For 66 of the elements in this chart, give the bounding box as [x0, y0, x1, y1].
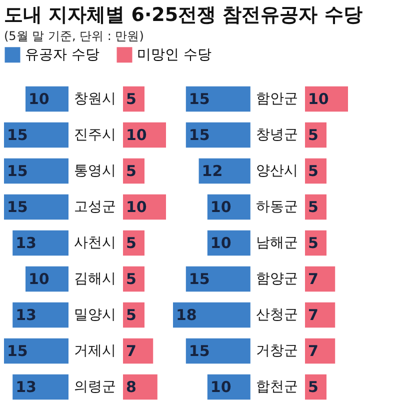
data-label: 10 — [308, 90, 329, 108]
data-label: 15 — [7, 126, 28, 144]
bar — [186, 122, 250, 148]
text: (5월 말 기준, 단위 : 만원) — [4, 29, 144, 43]
y-tick-label: 의령군 — [74, 379, 116, 395]
data-label: 18 — [176, 306, 197, 324]
data-label: 15 — [7, 198, 28, 216]
data-label: 7 — [126, 342, 136, 360]
data-label: 5 — [126, 270, 136, 288]
data-label: 15 — [188, 126, 210, 144]
data-label: 13 — [16, 234, 36, 252]
y-tick-label: 합천군 — [256, 379, 298, 395]
data-label: 5 — [126, 90, 136, 108]
y-tick-label: 진주시 — [74, 127, 116, 143]
bar — [173, 302, 250, 328]
data-label: 10 — [210, 378, 232, 396]
bar — [186, 86, 250, 112]
y-tick-label: 창원시 — [74, 91, 116, 107]
data-label: 5 — [308, 234, 318, 252]
data-label: 10 — [28, 90, 50, 108]
data-label: 10 — [210, 234, 232, 252]
data-label: 10 — [210, 198, 232, 216]
data-label: 15 — [7, 162, 28, 180]
data-label: 5 — [308, 198, 318, 216]
data-label: 15 — [7, 342, 28, 360]
data-label: 5 — [126, 306, 136, 324]
data-label: 15 — [188, 270, 210, 288]
data-label: 8 — [126, 378, 136, 396]
data-label: 7 — [308, 270, 318, 288]
data-label: 13 — [16, 306, 36, 324]
y-tick-label: 고성군 — [74, 199, 116, 215]
y-tick-label: 거제시 — [74, 343, 116, 359]
data-label: 5 — [308, 162, 318, 180]
y-tick-label: 하동군 — [256, 199, 298, 215]
y-tick-label: 통영시 — [74, 163, 116, 179]
bar — [198, 158, 250, 184]
data-label: 5 — [308, 378, 318, 396]
y-tick-label: 거창군 — [256, 343, 298, 359]
data-label: 7 — [308, 306, 318, 324]
data-label: 5 — [308, 126, 318, 144]
data-label: 10 — [126, 198, 147, 216]
bar — [123, 374, 158, 400]
y-tick-label: 함안군 — [256, 91, 298, 107]
bar — [186, 266, 250, 292]
legend-label: 미망인 수당 — [137, 46, 212, 63]
y-tick-label: 김해시 — [74, 271, 116, 287]
text: 도내 지자체별 6·25전쟁 참전유공자 수당 — [4, 4, 362, 26]
bar — [123, 338, 154, 364]
bar — [186, 338, 250, 364]
y-tick-label: 남해군 — [256, 235, 298, 251]
data-label: 15 — [188, 342, 210, 360]
data-label: 15 — [188, 90, 210, 108]
data-label: 10 — [126, 126, 147, 144]
y-tick-label: 사천시 — [74, 235, 116, 251]
y-tick-label: 창녕군 — [256, 127, 298, 143]
data-label: 5 — [126, 234, 136, 252]
data-label: 10 — [28, 270, 50, 288]
y-tick-label: 함양군 — [256, 271, 298, 287]
data-label: 13 — [16, 378, 36, 396]
y-tick-label: 양산시 — [256, 163, 298, 179]
legend-label: 유공자 수당 — [25, 46, 100, 63]
y-tick-label: 밀양시 — [74, 307, 116, 323]
data-label: 7 — [308, 342, 318, 360]
y-tick-label: 산청군 — [256, 307, 298, 323]
data-label: 5 — [126, 162, 136, 180]
data-label: 12 — [202, 162, 223, 180]
